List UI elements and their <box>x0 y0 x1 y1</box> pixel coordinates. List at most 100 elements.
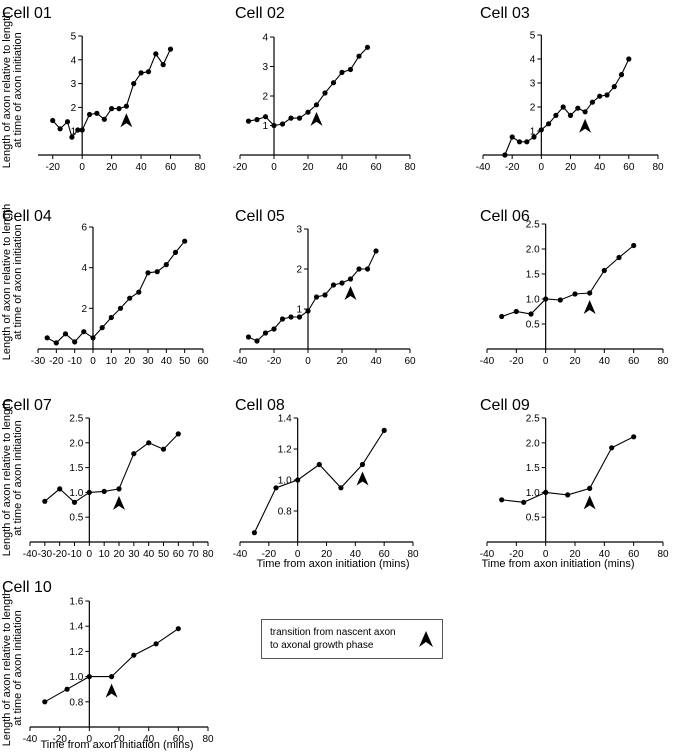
x-tick-label: 0 <box>87 549 93 560</box>
data-point <box>279 316 286 322</box>
y-tick-label: 2.0 <box>526 438 540 449</box>
transition-arrowhead-icon <box>579 118 592 133</box>
y-tick-label: 0.8 <box>278 507 292 518</box>
chart-cell-10: Cell 10 -40 -20 0 20 40 60 80 0.8 1.0 1.2 1.4 1.6 <box>2 579 214 745</box>
y-tick-label: 0.5 <box>526 320 540 331</box>
chart-cell-02: Cell 02 -20 0 20 40 60 80 1 2 3 4 <box>233 5 416 173</box>
x-axis-title-cell10: Time from axon initiation (mins) <box>40 739 193 751</box>
x-tick-label: 0 <box>90 356 96 367</box>
data-point <box>154 269 160 275</box>
transition-arrowhead-icon <box>583 300 596 314</box>
data-point <box>330 282 337 288</box>
data-point <box>153 51 159 57</box>
data-point <box>64 119 71 125</box>
data-point <box>543 489 549 495</box>
data-point <box>167 46 174 52</box>
data-point <box>50 117 56 124</box>
x-tick-label: -20 <box>509 549 524 560</box>
x-tick-label: 80 <box>194 162 206 173</box>
data-point <box>587 290 593 296</box>
x-tick-label: 0 <box>271 162 277 173</box>
y-tick-label: 2 <box>530 103 536 114</box>
data-point <box>543 296 549 302</box>
y-tick-label: 1.5 <box>69 463 83 474</box>
data-point <box>116 106 122 112</box>
transition-arrowhead-icon <box>120 113 133 128</box>
x-axis-title-cell09: Time from axon initiation (mins) <box>481 558 634 570</box>
chart-cell-01: Cell 01 -20 0 20 40 60 80 1 2 3 4 5 <box>2 5 206 173</box>
data-point <box>604 92 610 98</box>
data-point <box>338 485 344 491</box>
data-point <box>347 66 354 73</box>
data-point <box>127 295 133 301</box>
data-point <box>94 110 100 116</box>
transition-arrowhead-icon <box>105 683 118 698</box>
data-point <box>262 114 269 120</box>
y-tick-label: 1 <box>262 121 268 132</box>
y-tick-label: 4 <box>71 55 77 66</box>
data-point <box>524 139 530 145</box>
data-point <box>538 127 544 133</box>
y-tick-label: 1.4 <box>69 622 83 633</box>
transition-arrowhead-icon <box>310 111 323 126</box>
data-point <box>589 99 596 105</box>
data-point <box>109 106 115 112</box>
data-point <box>79 127 85 133</box>
chart-cell-05: Cell 05 -40 -20 0 20 40 60 1 2 3 <box>233 208 416 367</box>
x-tick-label: 60 <box>370 162 382 173</box>
data-point <box>138 70 144 76</box>
y-axis-title-line1: Length of axon relative to length <box>1 400 13 557</box>
data-point <box>131 652 137 658</box>
chart-title: Cell 06 <box>480 208 530 225</box>
y-tick-label: 1.0 <box>69 488 83 499</box>
x-tick-label: 40 <box>143 549 155 560</box>
x-tick-label: 60 <box>404 356 416 367</box>
x-tick-label: -20 <box>46 162 61 173</box>
y-tick-label: 4 <box>530 55 536 66</box>
x-tick-label: 80 <box>657 549 669 560</box>
x-tick-label: 60 <box>623 162 635 173</box>
data-point <box>557 297 563 303</box>
x-tick-label: -10 <box>67 356 82 367</box>
chart-cell-04: Cell 04 -30 -20 -10 0 10 20 30 40 50 60 2 4 6 <box>2 208 209 367</box>
chart-cell-08: Cell 08 -40 -20 0 20 40 60 80 0.8 1.0 1.2 1.4 <box>233 397 419 560</box>
data-point <box>288 115 294 121</box>
data-point <box>57 126 63 132</box>
x-tick-label: 80 <box>657 356 669 367</box>
data-point <box>109 674 115 680</box>
data-point <box>86 111 93 118</box>
series-line <box>52 48 171 139</box>
data-point <box>101 488 107 494</box>
data-point <box>560 104 566 110</box>
data-point <box>339 280 345 286</box>
x-tick-label: -40 <box>476 162 491 173</box>
data-point <box>145 69 152 75</box>
x-tick-label: 60 <box>173 734 185 745</box>
data-point <box>160 446 167 452</box>
y-tick-label: 1 <box>296 305 302 316</box>
data-point <box>172 249 179 255</box>
x-tick-label: -40 <box>23 549 38 560</box>
data-point <box>359 461 366 468</box>
data-point <box>69 134 75 140</box>
x-tick-label: -20 <box>267 356 282 367</box>
y-tick-label: 3 <box>71 79 77 90</box>
data-point <box>123 103 129 109</box>
data-point <box>160 62 166 68</box>
data-point <box>262 330 269 336</box>
chart-title: Cell 04 <box>2 208 52 225</box>
data-point <box>44 335 50 341</box>
x-tick-label: -20 <box>52 549 67 560</box>
y-tick-label: 1.2 <box>278 445 292 456</box>
data-point <box>330 80 337 86</box>
data-point <box>279 121 286 127</box>
x-axis-title-cell08: Time from axon initiation (mins) <box>256 558 409 570</box>
data-point <box>101 116 107 122</box>
data-point <box>62 331 69 337</box>
x-tick-label: -20 <box>233 162 248 173</box>
chart-cell-09: Cell 09 -40 -20 0 20 40 60 80 0.5 1.0 1.5 2.0 2.5 <box>480 397 669 560</box>
chart-title: Cell 05 <box>235 208 285 225</box>
x-tick-label: 20 <box>569 549 581 560</box>
x-tick-label: 20 <box>302 162 314 173</box>
